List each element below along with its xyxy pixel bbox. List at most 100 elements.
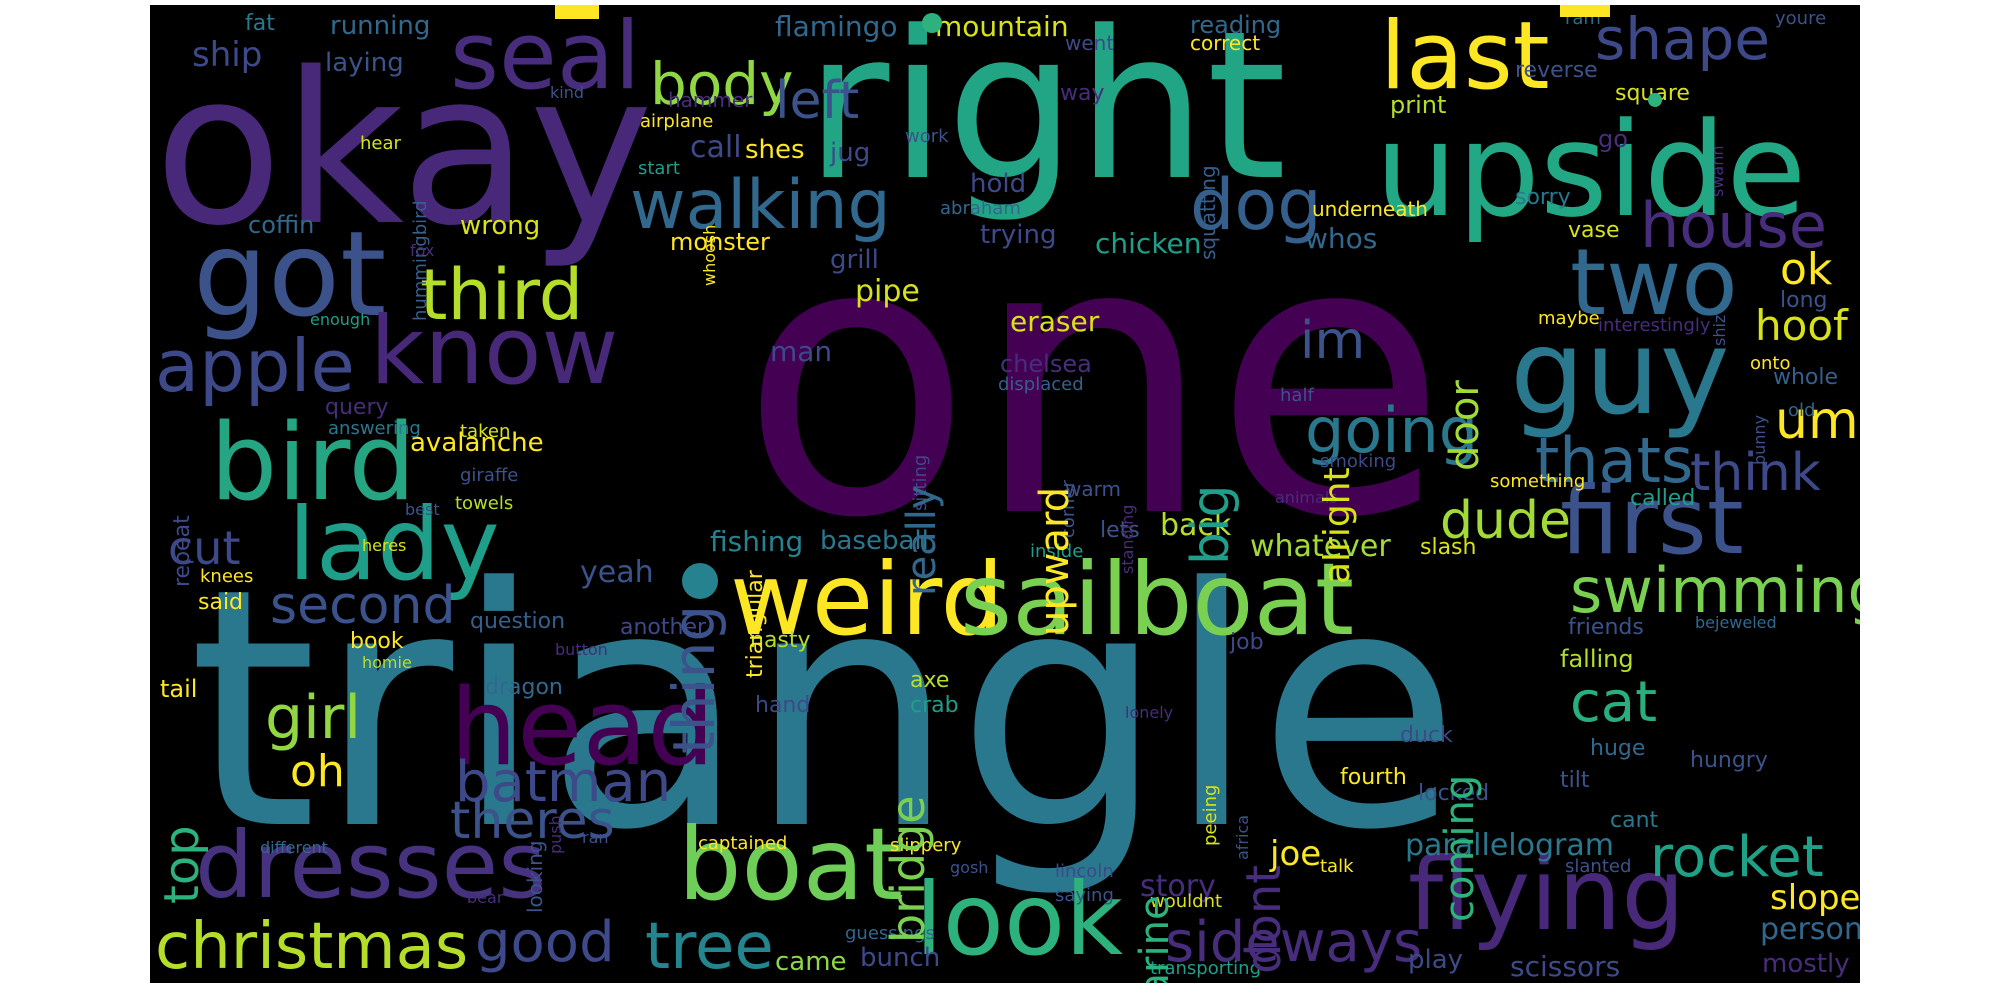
word-went: went	[1065, 31, 1115, 55]
word-parallelogram: parallelogram	[1405, 828, 1614, 863]
word-mountain: mountain	[935, 10, 1069, 43]
word-got: got	[193, 205, 387, 343]
dash-mark	[555, 5, 599, 19]
word-coffin: coffin	[248, 211, 315, 239]
word-eraser: eraser	[1010, 305, 1100, 338]
word-transporting: transporting	[1150, 958, 1262, 979]
word-tilt: tilt	[1560, 768, 1590, 793]
word-christmas: christmas	[155, 910, 469, 983]
word-hoof: hoof	[1755, 301, 1848, 350]
word-captained: captained	[698, 833, 788, 854]
word-fox: fox	[410, 241, 435, 260]
word-fourth: fourth	[1340, 765, 1407, 790]
word-look: look	[915, 861, 1124, 978]
word-swimming: swimming	[1570, 554, 1860, 627]
word-best: best	[405, 500, 440, 519]
word-girl: girl	[265, 683, 362, 753]
word-work: work	[905, 126, 949, 147]
dash-mark	[1560, 5, 1610, 17]
word-maybe: maybe	[1538, 308, 1600, 329]
word-weird: weird	[730, 541, 1004, 658]
word-squatting: squatting	[1196, 165, 1220, 260]
word-grill: grill	[830, 245, 879, 275]
word-book: book	[350, 629, 404, 654]
word-whoosh: whoosh	[700, 224, 719, 286]
word-shiz: shiz	[1710, 314, 1729, 346]
word-said: said	[198, 590, 244, 615]
word-triangle: triangle	[188, 518, 1461, 902]
word-sorry: sorry	[1515, 185, 1571, 210]
word-hold: hold	[970, 169, 1027, 199]
word-dresses: dresses	[195, 812, 547, 919]
word-animals: animals	[1275, 488, 1338, 507]
word-inside: inside	[1030, 541, 1084, 562]
word-okay: okay	[154, 27, 654, 272]
word-falling: falling	[1560, 645, 1634, 673]
word-call: call	[690, 130, 742, 165]
word-lincoln: lincoln	[1055, 861, 1114, 882]
word-seal: seal	[450, 5, 641, 111]
word-heres: heres	[362, 536, 407, 555]
word-theres: theres	[450, 791, 615, 851]
word-hear: hear	[360, 133, 401, 154]
word-way: way	[1060, 81, 1105, 106]
word-something: something	[1490, 471, 1586, 492]
word-go: go	[1598, 125, 1628, 153]
word-baseball: baseball	[820, 526, 929, 556]
word-upward: upward	[1032, 486, 1078, 636]
word-locked: locked	[1418, 781, 1490, 806]
word-peeing: peeing	[1200, 784, 1221, 846]
word-push: push	[546, 815, 565, 854]
word-wouldnt: wouldnt	[1150, 891, 1223, 912]
word-called: called	[1630, 486, 1696, 511]
word-talk: talk	[1320, 856, 1354, 877]
word-airplane: airplane	[640, 111, 714, 132]
word-query: query	[325, 395, 389, 420]
word-house: house	[1640, 189, 1827, 262]
word-slope: slope	[1770, 878, 1860, 918]
word-ship: ship	[192, 35, 263, 75]
word-think: think	[1690, 443, 1821, 503]
word-whos: whos	[1305, 222, 1378, 255]
word-door: door	[1442, 380, 1488, 471]
word-monster: monster	[670, 228, 770, 256]
word-hungry: hungry	[1690, 748, 1768, 773]
word-job: job	[1230, 630, 1264, 655]
word-crab: crab	[910, 693, 959, 718]
word-hand: hand	[755, 693, 811, 718]
word-sideways: sideways	[1165, 910, 1423, 975]
word-towels: towels	[455, 493, 514, 514]
word-dog: dog	[1190, 164, 1322, 246]
word-man: man	[770, 335, 833, 368]
word-africa: africa	[1233, 814, 1252, 860]
word-head: head	[450, 666, 715, 789]
word-shape: shape	[1595, 5, 1771, 73]
word-avalanche: avalanche	[410, 428, 544, 458]
word-button: button	[555, 640, 608, 659]
word-big: big	[1181, 484, 1241, 565]
word-chicken: chicken	[1095, 227, 1202, 260]
word-coming: coming	[1437, 774, 1483, 922]
word-dont: dont	[1236, 864, 1292, 974]
word-taken: taken	[460, 421, 511, 442]
word-one: one	[740, 158, 1448, 601]
word-joe: joe	[1270, 834, 1322, 874]
word-knees: knees	[200, 566, 254, 587]
word-print: print	[1390, 91, 1447, 119]
word-really: really	[899, 485, 945, 596]
word-came: came	[775, 947, 847, 977]
word-old: old	[1788, 400, 1816, 421]
word-back: back	[1160, 508, 1232, 543]
word-duck: duck	[1400, 723, 1453, 748]
word-cant: cant	[1610, 808, 1659, 833]
word-third: third	[420, 254, 584, 336]
word-hammer: hammer	[668, 88, 753, 112]
word-slippery: slippery	[890, 835, 962, 856]
dot-mark	[1648, 93, 1662, 107]
word-displaced: displaced	[998, 374, 1084, 395]
word-bunch: bunch	[860, 943, 941, 973]
word-bejeweled: bejeweled	[1695, 613, 1777, 632]
word-lady: lady	[288, 486, 500, 603]
word-bear: bear	[467, 888, 504, 907]
word-cloud: one triangle okay right upside weird sai…	[150, 5, 1860, 983]
